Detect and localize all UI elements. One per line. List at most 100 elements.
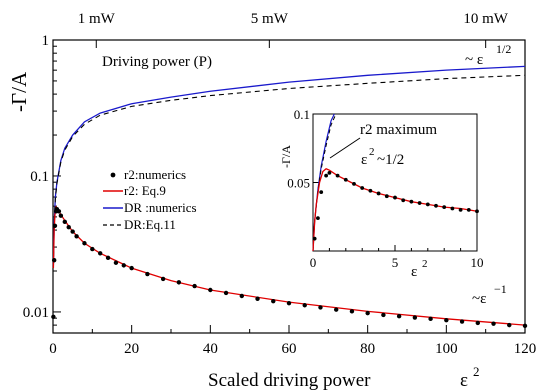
inset-numerics-point [393, 195, 397, 200]
inset-numerics-point [409, 199, 414, 204]
numerics-point [51, 314, 56, 320]
numerics-point [365, 310, 370, 316]
inset-numerics-point [458, 208, 463, 212]
inset-series [312, 113, 479, 252]
legend-eq9-label: r2: Eq.9 [124, 183, 166, 198]
numerics-point [381, 312, 386, 318]
inset-numerics-point [434, 203, 438, 208]
inset-annotation-eps-suffix: ~1/2 [377, 152, 404, 168]
series-line-1 [52, 74, 526, 266]
numerics-point [412, 315, 418, 320]
numerics-point [74, 234, 79, 239]
inset-x-axis-symbol: ε [411, 264, 417, 280]
inset-numerics-point [335, 173, 340, 178]
inset-numerics-point [417, 201, 422, 205]
inset-numerics-point [466, 208, 471, 212]
inset-numerics-point [401, 198, 406, 203]
x-tick-label: 80 [360, 341, 375, 357]
legend-numerics-label: r2:numerics [124, 167, 186, 182]
numerics-point [475, 320, 480, 326]
numerics-point [62, 219, 67, 225]
inset-numerics-point [343, 177, 348, 182]
inset-annotation-eps: ε [361, 152, 367, 168]
numerics-point [98, 251, 103, 256]
numerics-point [223, 290, 229, 296]
numerics-point [113, 260, 119, 265]
upper-scaling-annotation: ~ ε [465, 52, 483, 68]
numerics-point [192, 283, 197, 289]
numerics-point [52, 223, 58, 229]
inset-annotation-maximum: r2 maximum [360, 122, 437, 138]
x-tick-label: 40 [203, 341, 218, 357]
inset-numerics-point [475, 209, 479, 214]
numerics-point [66, 224, 71, 230]
numerics-point [491, 321, 496, 326]
lower-scaling-sup: −1 [494, 282, 507, 296]
numerics-point [459, 319, 465, 324]
numerics-point [522, 323, 528, 329]
numerics-point [255, 296, 260, 301]
numerics-point [239, 293, 244, 299]
numerics-point [302, 303, 307, 308]
inset-x-tick-label: 5 [392, 255, 399, 270]
top-tick-label: 10 mW [463, 11, 508, 27]
inset-numerics-point [319, 190, 324, 194]
legend: r2:numerics r2: Eq.9 DR :numerics DR:Eq.… [103, 167, 197, 232]
numerics-point [176, 280, 182, 285]
x-tick-label: 20 [124, 341, 139, 357]
inset-x-tick-label: 0 [310, 255, 317, 270]
numerics-point [51, 258, 57, 263]
numerics-point [105, 255, 111, 261]
inset-numerics-point [327, 171, 332, 175]
lower-scaling-annotation: ~ε [472, 291, 486, 307]
inset: 0 5 10 0.05 0.1 -Γ/A ε 2 r2 maximum ε 2 ~1/2 [279, 107, 484, 280]
inset-numerics-point [442, 205, 447, 210]
numerics-point [318, 305, 323, 310]
y-tick-label: 0.01 [23, 305, 49, 321]
inset-numerics-point [384, 194, 389, 199]
numerics-point [444, 317, 449, 323]
numerics-point [349, 309, 355, 314]
numerics-point [56, 209, 62, 214]
numerics-point [396, 314, 402, 319]
numerics-point [58, 213, 64, 218]
numerics-point [82, 241, 87, 246]
inset-numerics-point [360, 186, 365, 190]
numerics-point [507, 322, 512, 328]
numerics-point [271, 298, 276, 304]
numerics-point [121, 263, 127, 268]
upper-scaling-sup: 1/2 [496, 42, 511, 56]
inset-y-axis-label: -Γ/A [279, 145, 293, 168]
inset-numerics-point [312, 236, 317, 241]
x-axis-label-sup: 2 [473, 364, 480, 379]
numerics-point [286, 300, 292, 306]
numerics-point [428, 316, 433, 322]
inset-numerics-point [425, 202, 430, 207]
x-tick-label: 120 [514, 341, 537, 357]
legend-numerics-marker [110, 172, 116, 178]
main-series [51, 65, 528, 329]
y-tick-label: 1 [42, 33, 50, 49]
numerics-point [208, 287, 213, 293]
inset-annotation-arrow [329, 137, 361, 159]
x-tick-label: 100 [435, 341, 458, 357]
numerics-point [90, 246, 95, 252]
numerics-point [70, 229, 75, 234]
inset-y-tick-label: 0.05 [287, 176, 310, 191]
inset-numerics-point [376, 191, 381, 196]
y-tick-label: 0.1 [30, 169, 49, 185]
numerics-point [160, 276, 166, 282]
inset-annotation-eps-sup: 2 [369, 146, 375, 158]
legend-drnum-label: DR :numerics [124, 200, 197, 215]
legend-eq11-label: DR:Eq.11 [124, 217, 176, 232]
x-tick-label: 60 [282, 341, 297, 357]
numerics-point [129, 265, 134, 271]
inset-numerics-point [316, 216, 320, 221]
numerics-point [145, 271, 150, 277]
x-axis-label-symbol: ε [460, 370, 468, 391]
inset-numerics-point [324, 173, 329, 178]
inset-frame [312, 113, 478, 252]
numerics-point [334, 307, 339, 312]
top-tick-label: 5 mW [251, 11, 289, 27]
